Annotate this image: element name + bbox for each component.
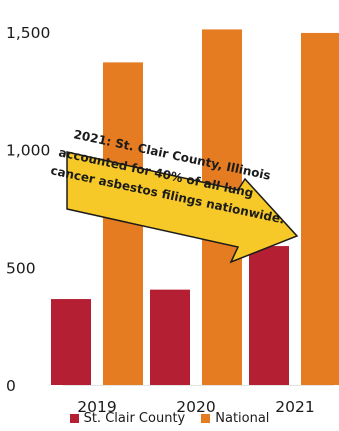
y-tick-label-1000: 1,000 (6, 142, 50, 160)
legend-label-national: National (215, 410, 270, 426)
x-tick-label-2019: 2019 (77, 398, 116, 416)
y-tick-label-0: 0 (6, 377, 16, 395)
chart-legend: St. Clair County National (0, 409, 339, 427)
y-tick-label-500: 500 (6, 259, 36, 277)
bar-st-clair-county-2021 (249, 246, 289, 385)
bar-national-2021 (301, 32, 339, 386)
bar-st-clair-county-2019 (51, 299, 91, 385)
x-tick-label-2021: 2021 (275, 398, 314, 416)
callout-arrow (66, 151, 299, 264)
legend-item-national: National (201, 411, 269, 426)
bar-st-clair-county-2020 (150, 289, 190, 385)
y-tick-label-1500: 1,500 (6, 24, 50, 42)
legend-label-st-clair-county: St. Clair County (83, 410, 186, 426)
legend-item-st-clair-county: St. Clair County (69, 410, 186, 426)
x-tick-label-2020: 2020 (176, 398, 215, 416)
legend-swatch-st-clair-county (69, 413, 79, 423)
legend-swatch-national (201, 413, 211, 423)
